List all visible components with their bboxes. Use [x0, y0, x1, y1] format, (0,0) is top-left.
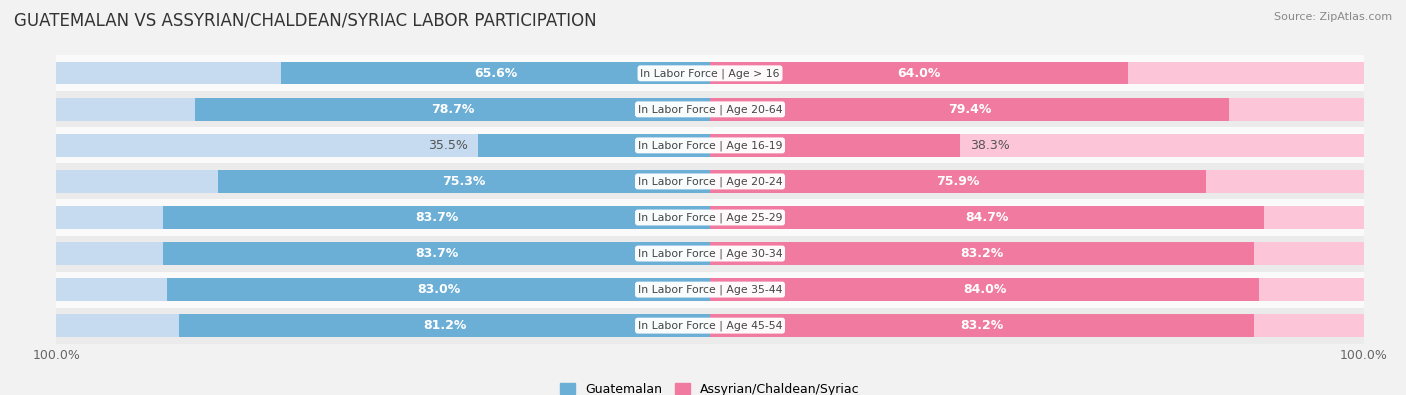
Bar [710, 170, 1364, 193]
Bar [710, 62, 1129, 85]
Text: GUATEMALAN VS ASSYRIAN/CHALDEAN/SYRIAC LABOR PARTICIPATION: GUATEMALAN VS ASSYRIAN/CHALDEAN/SYRIAC L… [14, 12, 596, 30]
Bar [710, 98, 1229, 120]
Text: In Labor Force | Age > 16: In Labor Force | Age > 16 [640, 68, 780, 79]
Bar [179, 314, 710, 337]
Text: 78.7%: 78.7% [432, 103, 474, 116]
Text: In Labor Force | Age 20-24: In Labor Force | Age 20-24 [638, 176, 782, 187]
Bar [710, 314, 1254, 337]
Bar [56, 128, 1364, 164]
Text: 83.2%: 83.2% [960, 247, 1004, 260]
Bar [710, 206, 1364, 229]
Bar [56, 272, 1364, 308]
Bar [281, 62, 710, 85]
Bar [710, 170, 1206, 193]
Text: Source: ZipAtlas.com: Source: ZipAtlas.com [1274, 12, 1392, 22]
Text: 38.3%: 38.3% [970, 139, 1010, 152]
Text: In Labor Force | Age 25-29: In Labor Force | Age 25-29 [638, 212, 782, 223]
Bar [710, 98, 1364, 120]
Text: 83.2%: 83.2% [960, 319, 1004, 332]
Text: 65.6%: 65.6% [474, 67, 517, 80]
Bar [710, 206, 1264, 229]
Text: 35.5%: 35.5% [429, 139, 468, 152]
Bar [56, 91, 1364, 128]
Bar [710, 314, 1364, 337]
Text: 79.4%: 79.4% [948, 103, 991, 116]
Text: 81.2%: 81.2% [423, 319, 467, 332]
Bar [56, 243, 710, 265]
Text: 64.0%: 64.0% [897, 67, 941, 80]
Bar [56, 278, 710, 301]
Bar [56, 206, 710, 229]
Bar [56, 314, 710, 337]
Text: 75.3%: 75.3% [443, 175, 485, 188]
Bar [56, 170, 710, 193]
Bar [163, 243, 710, 265]
Bar [710, 278, 1364, 301]
Bar [56, 199, 1364, 235]
Bar [710, 62, 1364, 85]
Text: 83.7%: 83.7% [415, 247, 458, 260]
Bar [710, 134, 1364, 156]
Bar [710, 243, 1254, 265]
Bar [163, 206, 710, 229]
Text: In Labor Force | Age 20-64: In Labor Force | Age 20-64 [638, 104, 782, 115]
Text: 84.0%: 84.0% [963, 283, 1007, 296]
Bar [56, 134, 710, 156]
Text: 83.7%: 83.7% [415, 211, 458, 224]
Bar [56, 235, 1364, 272]
Bar [710, 278, 1260, 301]
Text: 84.7%: 84.7% [966, 211, 1008, 224]
Bar [167, 278, 710, 301]
Bar [218, 170, 710, 193]
Legend: Guatemalan, Assyrian/Chaldean/Syriac: Guatemalan, Assyrian/Chaldean/Syriac [555, 378, 865, 395]
Text: In Labor Force | Age 45-54: In Labor Force | Age 45-54 [638, 320, 782, 331]
Bar [56, 55, 1364, 91]
Text: In Labor Force | Age 16-19: In Labor Force | Age 16-19 [638, 140, 782, 150]
Text: In Labor Force | Age 35-44: In Labor Force | Age 35-44 [638, 284, 782, 295]
Bar [56, 164, 1364, 199]
Bar [195, 98, 710, 120]
Bar [710, 243, 1364, 265]
Bar [56, 308, 1364, 344]
Text: 83.0%: 83.0% [418, 283, 460, 296]
Bar [56, 98, 710, 120]
Text: 75.9%: 75.9% [936, 175, 980, 188]
Text: In Labor Force | Age 30-34: In Labor Force | Age 30-34 [638, 248, 782, 259]
Bar [56, 62, 710, 85]
Bar [478, 134, 710, 156]
Bar [710, 134, 960, 156]
